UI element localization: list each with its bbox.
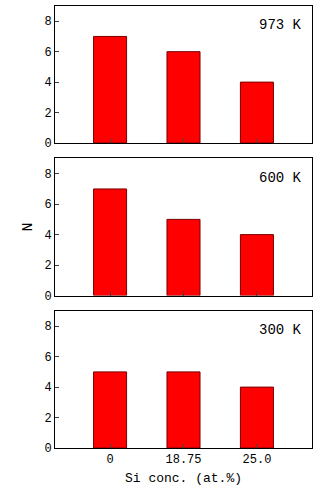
svg-text:8: 8	[44, 168, 51, 182]
svg-text:0: 0	[106, 453, 113, 467]
svg-text:4: 4	[44, 381, 51, 395]
svg-text:4: 4	[44, 229, 51, 243]
svg-text:2: 2	[44, 259, 51, 273]
svg-text:600 K: 600 K	[259, 170, 302, 186]
svg-text:8: 8	[44, 320, 51, 334]
svg-text:18.75: 18.75	[165, 453, 201, 467]
svg-text:300 K: 300 K	[259, 322, 302, 338]
svg-text:0: 0	[44, 137, 51, 151]
svg-text:8: 8	[44, 15, 51, 29]
svg-text:6: 6	[44, 198, 51, 212]
svg-text:6: 6	[44, 46, 51, 60]
svg-text:6: 6	[44, 351, 51, 365]
svg-text:973 K: 973 K	[259, 17, 302, 33]
svg-text:Si conc. (at.%): Si conc. (at.%)	[125, 471, 242, 486]
svg-text:0: 0	[44, 442, 51, 456]
svg-text:0: 0	[44, 290, 51, 304]
svg-text:2: 2	[44, 412, 51, 426]
svg-text:N: N	[20, 222, 37, 231]
svg-text:25.0: 25.0	[243, 453, 272, 467]
svg-text:2: 2	[44, 107, 51, 121]
svg-text:4: 4	[44, 76, 51, 90]
